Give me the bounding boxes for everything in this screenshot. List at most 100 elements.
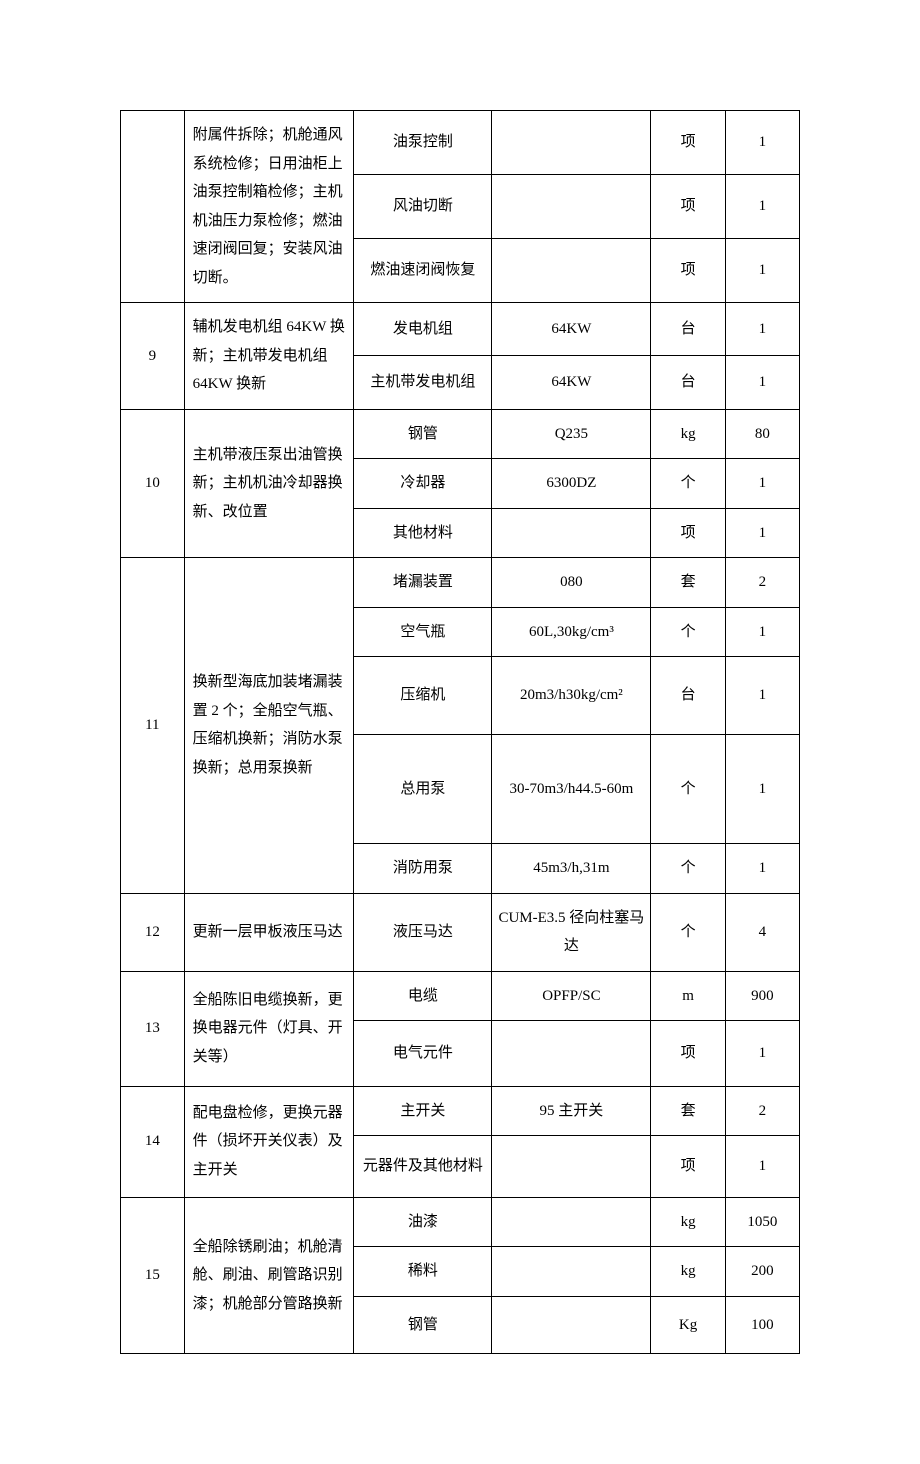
cell-item: 油泵控制 — [354, 111, 492, 175]
cell-spec — [492, 1021, 651, 1087]
cell-desc: 附属件拆除；机舱通风系统检修；日用油柜上油泵控制箱检修；主机机油压力泵检修；燃油… — [184, 111, 354, 303]
cell-qty: 1 — [725, 508, 799, 558]
cell-unit: 项 — [651, 508, 725, 558]
cell-unit: 项 — [651, 239, 725, 303]
cell-desc: 主机带液压泵出油管换新；主机机油冷却器换新、改位置 — [184, 409, 354, 558]
cell-unit: 台 — [651, 303, 725, 356]
cell-spec: 45m3/h,31m — [492, 844, 651, 894]
cell-item: 稀料 — [354, 1247, 492, 1297]
cell-item: 总用泵 — [354, 734, 492, 844]
table-row: 11 换新型海底加装堵漏装置 2 个；全船空气瓶、压缩机换新；消防水泵换新；总用… — [121, 558, 800, 608]
cell-desc: 全船陈旧电缆换新，更换电器元件（灯具、开关等） — [184, 971, 354, 1086]
cell-seq: 9 — [121, 303, 185, 410]
cell-qty: 100 — [725, 1296, 799, 1354]
cell-spec — [492, 1296, 651, 1354]
cell-unit: 个 — [651, 844, 725, 894]
cell-desc: 换新型海底加装堵漏装置 2 个；全船空气瓶、压缩机换新；消防水泵换新；总用泵换新 — [184, 558, 354, 894]
cell-unit: 套 — [651, 558, 725, 608]
cell-desc: 辅机发电机组 64KW 换新；主机带发电机组 64KW 换新 — [184, 303, 354, 410]
cell-spec: Q235 — [492, 409, 651, 459]
cell-item: 电气元件 — [354, 1021, 492, 1087]
cell-qty: 1 — [725, 175, 799, 239]
cell-seq: 14 — [121, 1086, 185, 1197]
cell-item: 主机带发电机组 — [354, 356, 492, 409]
cell-qty: 1050 — [725, 1197, 799, 1247]
cell-seq: 11 — [121, 558, 185, 894]
table-row: 14 配电盘检修，更换元器件（损坏开关仪表）及主开关 主开关 95 主开关 套 … — [121, 1086, 800, 1136]
cell-unit: 台 — [651, 356, 725, 409]
cell-spec — [492, 1197, 651, 1247]
cell-spec: 20m3/h30kg/cm² — [492, 657, 651, 735]
cell-spec — [492, 1247, 651, 1297]
cell-spec: 6300DZ — [492, 459, 651, 509]
cell-spec: 080 — [492, 558, 651, 608]
cell-unit: kg — [651, 409, 725, 459]
cell-unit: kg — [651, 1247, 725, 1297]
cell-spec: 30-70m3/h44.5-60m — [492, 734, 651, 844]
cell-seq: 10 — [121, 409, 185, 558]
cell-item: 消防用泵 — [354, 844, 492, 894]
cell-unit: 个 — [651, 734, 725, 844]
cell-spec: 95 主开关 — [492, 1086, 651, 1136]
cell-spec: 64KW — [492, 303, 651, 356]
cell-qty: 1 — [725, 303, 799, 356]
cell-qty: 1 — [725, 1136, 799, 1198]
cell-item: 主开关 — [354, 1086, 492, 1136]
cell-qty: 900 — [725, 971, 799, 1021]
cell-item: 冷却器 — [354, 459, 492, 509]
cell-spec — [492, 1136, 651, 1198]
cell-unit: 项 — [651, 1136, 725, 1198]
table-row: 9 辅机发电机组 64KW 换新；主机带发电机组 64KW 换新 发电机组 64… — [121, 303, 800, 356]
cell-item: 其他材料 — [354, 508, 492, 558]
cell-spec: CUM-E3.5 径向柱塞马达 — [492, 893, 651, 971]
table-row: 13 全船陈旧电缆换新，更换电器元件（灯具、开关等） 电缆 OPFP/SC m … — [121, 971, 800, 1021]
cell-item: 电缆 — [354, 971, 492, 1021]
cell-seq: 12 — [121, 893, 185, 971]
cell-seq: 13 — [121, 971, 185, 1086]
cell-item: 风油切断 — [354, 175, 492, 239]
cell-unit: 台 — [651, 657, 725, 735]
cell-qty: 1 — [725, 111, 799, 175]
materials-table: 附属件拆除；机舱通风系统检修；日用油柜上油泵控制箱检修；主机机油压力泵检修；燃油… — [120, 110, 800, 1354]
cell-spec — [492, 175, 651, 239]
cell-item: 液压马达 — [354, 893, 492, 971]
cell-unit: 个 — [651, 459, 725, 509]
cell-unit: 个 — [651, 893, 725, 971]
cell-desc: 配电盘检修，更换元器件（损坏开关仪表）及主开关 — [184, 1086, 354, 1197]
cell-spec — [492, 239, 651, 303]
cell-item: 钢管 — [354, 409, 492, 459]
cell-qty: 1 — [725, 459, 799, 509]
cell-unit: Kg — [651, 1296, 725, 1354]
cell-item: 压缩机 — [354, 657, 492, 735]
cell-item: 油漆 — [354, 1197, 492, 1247]
cell-item: 空气瓶 — [354, 607, 492, 657]
cell-desc: 全船除锈刷油；机舱清舱、刷油、刷管路识别漆；机舱部分管路换新 — [184, 1197, 354, 1354]
cell-spec: OPFP/SC — [492, 971, 651, 1021]
cell-spec: 60L,30kg/cm³ — [492, 607, 651, 657]
cell-item: 发电机组 — [354, 303, 492, 356]
cell-desc: 更新一层甲板液压马达 — [184, 893, 354, 971]
cell-spec — [492, 508, 651, 558]
cell-spec: 64KW — [492, 356, 651, 409]
cell-unit: 套 — [651, 1086, 725, 1136]
cell-unit: 项 — [651, 1021, 725, 1087]
cell-item: 元器件及其他材料 — [354, 1136, 492, 1198]
cell-unit: m — [651, 971, 725, 1021]
cell-seq: 15 — [121, 1197, 185, 1354]
cell-qty: 1 — [725, 844, 799, 894]
cell-qty: 4 — [725, 893, 799, 971]
cell-qty: 80 — [725, 409, 799, 459]
cell-spec — [492, 111, 651, 175]
table-row: 10 主机带液压泵出油管换新；主机机油冷却器换新、改位置 钢管 Q235 kg … — [121, 409, 800, 459]
cell-unit: kg — [651, 1197, 725, 1247]
table-row: 15 全船除锈刷油；机舱清舱、刷油、刷管路识别漆；机舱部分管路换新 油漆 kg … — [121, 1197, 800, 1247]
cell-item: 堵漏装置 — [354, 558, 492, 608]
cell-qty: 2 — [725, 1086, 799, 1136]
cell-qty: 1 — [725, 1021, 799, 1087]
cell-unit: 个 — [651, 607, 725, 657]
cell-unit: 项 — [651, 175, 725, 239]
cell-item: 钢管 — [354, 1296, 492, 1354]
cell-qty: 2 — [725, 558, 799, 608]
cell-qty: 1 — [725, 356, 799, 409]
cell-item: 燃油速闭阀恢复 — [354, 239, 492, 303]
